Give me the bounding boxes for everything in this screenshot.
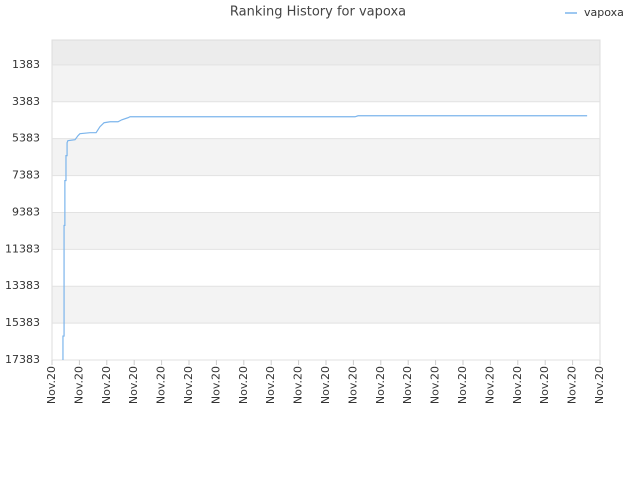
plot-band (52, 323, 600, 360)
x-tick-label: Nov.20 (456, 366, 469, 404)
x-tick-label: Nov.20 (127, 366, 140, 404)
plot-band (52, 212, 600, 250)
chart-title: Ranking History for vapoxa (230, 5, 406, 20)
x-tick-label: Nov.20 (511, 366, 524, 404)
plot-band (52, 101, 600, 139)
x-tick-label: Nov.20 (483, 366, 496, 404)
x-tick-label: Nov.20 (72, 366, 85, 404)
x-tick-label: Nov.20 (155, 366, 168, 404)
x-tick-label: Nov.20 (100, 366, 113, 404)
y-tick-label: 5383 (12, 132, 40, 145)
y-tick-label: 11383 (5, 242, 40, 255)
plot-band (52, 249, 600, 287)
x-tick-label: Nov.20 (593, 366, 606, 404)
x-tick-label: Nov.20 (264, 366, 277, 404)
x-tick-label: Nov.20 (566, 366, 579, 404)
legend-label: vapoxa (584, 6, 624, 19)
y-tick-label: 13383 (5, 279, 40, 292)
x-tick-label: Nov.20 (429, 366, 442, 404)
x-tick-label: Nov.20 (237, 366, 250, 404)
plot-band (52, 40, 600, 65)
x-tick-label: Nov.20 (292, 366, 305, 404)
x-tick-label: Nov.20 (401, 366, 414, 404)
x-tick-label: Nov.20 (182, 366, 195, 404)
y-tick-label: 7383 (12, 169, 40, 182)
x-tick-label: Nov.20 (319, 366, 332, 404)
plot-band (52, 286, 600, 324)
x-tick-label: Nov.20 (45, 366, 58, 404)
x-tick-label: Nov.20 (209, 366, 222, 404)
series-line (62, 115, 588, 360)
y-tick-label: 3383 (12, 95, 40, 108)
plot-band (52, 175, 600, 213)
x-tick-label: Nov.20 (374, 366, 387, 404)
x-tick-label: Nov.20 (346, 366, 359, 404)
plot-band (52, 64, 600, 102)
y-tick-label: 1383 (12, 58, 40, 71)
plot-band (52, 138, 600, 176)
y-tick-label: 17383 (5, 353, 40, 366)
y-tick-label: 9383 (12, 205, 40, 218)
x-tick-label: Nov.20 (538, 366, 551, 404)
y-tick-label: 15383 (5, 316, 40, 329)
